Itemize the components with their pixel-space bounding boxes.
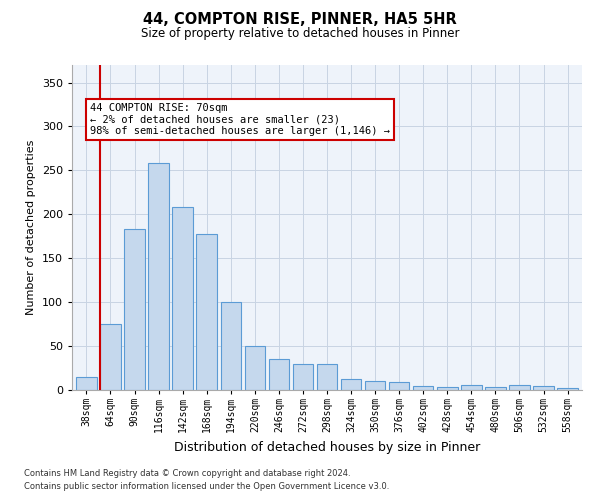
Bar	[124, 230, 145, 390]
Bar	[148, 164, 169, 390]
Bar	[317, 364, 337, 390]
Bar	[389, 382, 409, 390]
X-axis label: Distribution of detached houses by size in Pinner: Distribution of detached houses by size …	[174, 440, 480, 454]
Bar	[341, 380, 361, 390]
Text: 44 COMPTON RISE: 70sqm
← 2% of detached houses are smaller (23)
98% of semi-deta: 44 COMPTON RISE: 70sqm ← 2% of detached …	[90, 103, 390, 136]
Bar	[245, 346, 265, 390]
Bar	[365, 381, 385, 390]
Bar	[269, 360, 289, 390]
Bar	[509, 384, 530, 390]
Text: Size of property relative to detached houses in Pinner: Size of property relative to detached ho…	[141, 28, 459, 40]
Y-axis label: Number of detached properties: Number of detached properties	[26, 140, 36, 315]
Bar	[172, 208, 193, 390]
Bar	[533, 386, 554, 390]
Bar	[485, 388, 506, 390]
Bar	[100, 324, 121, 390]
Bar	[413, 386, 433, 390]
Bar	[293, 364, 313, 390]
Text: 44, COMPTON RISE, PINNER, HA5 5HR: 44, COMPTON RISE, PINNER, HA5 5HR	[143, 12, 457, 28]
Bar	[196, 234, 217, 390]
Bar	[221, 302, 241, 390]
Bar	[557, 388, 578, 390]
Bar	[437, 388, 458, 390]
Text: Contains HM Land Registry data © Crown copyright and database right 2024.: Contains HM Land Registry data © Crown c…	[24, 468, 350, 477]
Bar	[461, 384, 482, 390]
Text: Contains public sector information licensed under the Open Government Licence v3: Contains public sector information licen…	[24, 482, 389, 491]
Bar	[76, 377, 97, 390]
